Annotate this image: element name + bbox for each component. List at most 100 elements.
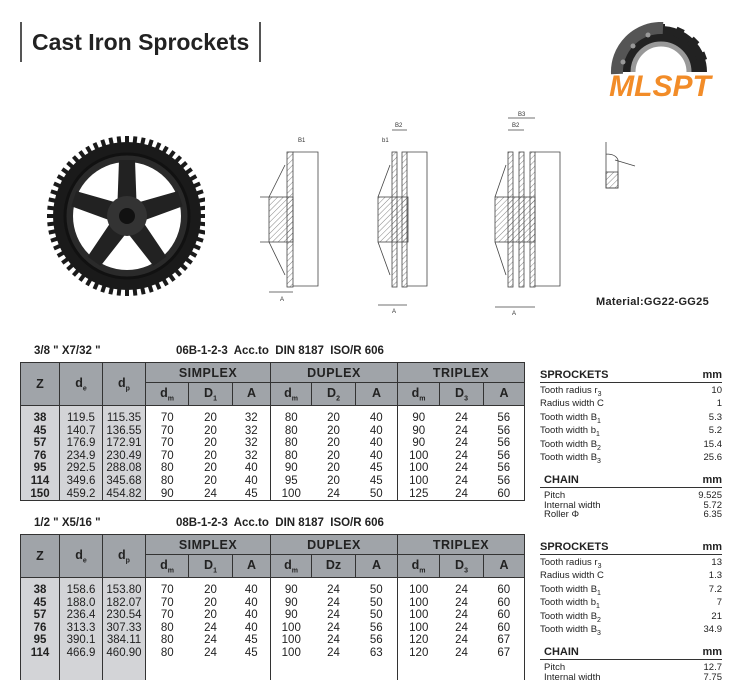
sprocket-spec-row: Tooth radius r3 13 bbox=[540, 557, 722, 570]
standard-label: 06B-1-2-3 Acc.to DIN 8187 ISO/R 606 bbox=[176, 345, 384, 357]
table-column: 38 45 57 76 95 114 bbox=[20, 577, 60, 680]
table-cell: 70 bbox=[160, 437, 174, 450]
sprocket-spec-row: Tooth width b1 7 bbox=[540, 597, 722, 611]
sprocket-spec-row: Tooth width B3 25.6 bbox=[540, 452, 722, 466]
table-cell: 20 bbox=[204, 424, 217, 437]
sprocket-spec-row: Radius width C 1.3 bbox=[540, 570, 722, 582]
table-cell: 60 bbox=[497, 609, 511, 622]
table-cell: 390.1 bbox=[66, 634, 96, 647]
table-cell: 56 bbox=[369, 621, 383, 634]
sprockets-header: SPROCKETS mm bbox=[540, 369, 722, 383]
table-cell: 70 bbox=[160, 584, 174, 596]
table-cell: 32 bbox=[244, 449, 258, 462]
table-cell: 70 bbox=[160, 596, 174, 609]
svg-text:B1: B1 bbox=[298, 138, 306, 144]
table-cell: 24 bbox=[455, 424, 468, 437]
table-cell: 90 bbox=[412, 437, 426, 450]
table-cell: 50 bbox=[369, 584, 383, 596]
table-cell: 40 bbox=[244, 584, 258, 596]
header-sub: A bbox=[232, 382, 271, 406]
header-sub: dm bbox=[270, 382, 312, 406]
table-cell: 56 bbox=[497, 437, 511, 450]
table-cell: 24 bbox=[204, 487, 217, 500]
table-cell: 24 bbox=[204, 634, 217, 647]
sprocket-spec-row: Tooth width b1 5.2 bbox=[540, 425, 722, 439]
sprocket-spec-row: Tooth width B3 34.9 bbox=[540, 624, 722, 638]
table-cell: 120 bbox=[409, 634, 429, 647]
svg-text:B2: B2 bbox=[395, 123, 403, 129]
table-cell: 234.9 bbox=[66, 449, 96, 462]
table-cell: 57 bbox=[33, 437, 47, 450]
table-cell: 136.55 bbox=[106, 424, 142, 437]
table-cell: 20 bbox=[327, 424, 340, 437]
tooth-profile-drawing bbox=[605, 142, 636, 189]
header-dp: dp bbox=[102, 534, 146, 578]
table-column: 70 70 70 80 80 80 bbox=[145, 577, 189, 680]
table-cell: 153.80 bbox=[106, 584, 142, 596]
table-cell: 24 bbox=[455, 449, 468, 462]
table-cell: 57 bbox=[33, 609, 47, 622]
table-cell: 24 bbox=[455, 437, 468, 450]
table-cell: 100 bbox=[409, 449, 429, 462]
table-cell: 90 bbox=[284, 609, 298, 622]
logo-text: MLSPT bbox=[609, 70, 713, 100]
table-column: 56 56 56 56 56 56 60 bbox=[483, 404, 525, 502]
table-cell: 100 bbox=[409, 596, 429, 609]
table-cell: 45 bbox=[369, 474, 383, 487]
table-cell: 24 bbox=[327, 487, 340, 500]
table-cell: 24 bbox=[455, 596, 468, 609]
table-cell: 80 bbox=[284, 437, 298, 450]
table-cell: 345.68 bbox=[106, 474, 142, 487]
table-cell: 45 bbox=[244, 646, 258, 659]
table-column: 20 20 20 24 24 24 bbox=[188, 577, 233, 680]
table-cell: 70 bbox=[160, 412, 174, 424]
svg-text:B3: B3 bbox=[518, 112, 526, 118]
duplex-drawing: B2 b1 A bbox=[377, 123, 428, 315]
header-group: SIMPLEX bbox=[145, 534, 271, 555]
table-cell: 313.3 bbox=[66, 621, 96, 634]
header-z: Z bbox=[20, 362, 60, 406]
table-cell: 80 bbox=[160, 474, 174, 487]
table-cell: 24 bbox=[327, 584, 340, 596]
table-cell: 90 bbox=[284, 584, 298, 596]
table-cell: 182.07 bbox=[106, 596, 142, 609]
table-column: 90 90 90 100 100 100 bbox=[270, 577, 312, 680]
table-cell: 56 bbox=[497, 424, 511, 437]
table-cell: 67 bbox=[497, 646, 511, 659]
table-cell: 24 bbox=[327, 596, 340, 609]
table-cell: 40 bbox=[244, 609, 258, 622]
header-sub: dm bbox=[270, 554, 312, 578]
svg-text:b1: b1 bbox=[382, 138, 389, 144]
table-cell: 20 bbox=[204, 474, 217, 487]
header-sub: A bbox=[355, 382, 398, 406]
table-cell: 100 bbox=[409, 462, 429, 475]
triplex-drawing: B3 B2 A bbox=[494, 112, 561, 315]
header-sub: D3 bbox=[439, 554, 484, 578]
header-group: DUPLEX bbox=[270, 534, 398, 555]
header-sub: D2 bbox=[311, 382, 356, 406]
sprockets-header: SPROCKETS mm bbox=[540, 541, 722, 555]
table-cell: 292.5 bbox=[66, 462, 96, 475]
table-column: 153.80 182.07 230.54 307.33 384.11 460.90 bbox=[102, 577, 146, 680]
simplex-drawing: B1 A bbox=[260, 138, 319, 303]
table-cell: 56 bbox=[497, 449, 511, 462]
table-cell: 90 bbox=[284, 596, 298, 609]
table-column: 24 24 24 24 24 24 bbox=[311, 577, 356, 680]
sprocket-spec-row: Tooth width B2 21 bbox=[540, 610, 722, 624]
table-cell: 56 bbox=[497, 474, 511, 487]
header-sub: Dz bbox=[311, 554, 356, 578]
table-cell: 24 bbox=[327, 621, 340, 634]
header-group: TRIPLEX bbox=[397, 362, 525, 383]
table-cell: 80 bbox=[284, 412, 298, 424]
table-cell: 172.91 bbox=[106, 437, 142, 450]
table-cell: 40 bbox=[244, 621, 258, 634]
table-cell: 76 bbox=[33, 449, 47, 462]
technical-drawings: B1 A B2 b1 A B3 B2 A bbox=[260, 112, 636, 315]
table-cell: 80 bbox=[160, 462, 174, 475]
table-cell: 45 bbox=[244, 487, 258, 500]
table-cell: 100 bbox=[281, 621, 301, 634]
table-cell: 20 bbox=[204, 412, 217, 424]
table-cell: 80 bbox=[160, 621, 174, 634]
